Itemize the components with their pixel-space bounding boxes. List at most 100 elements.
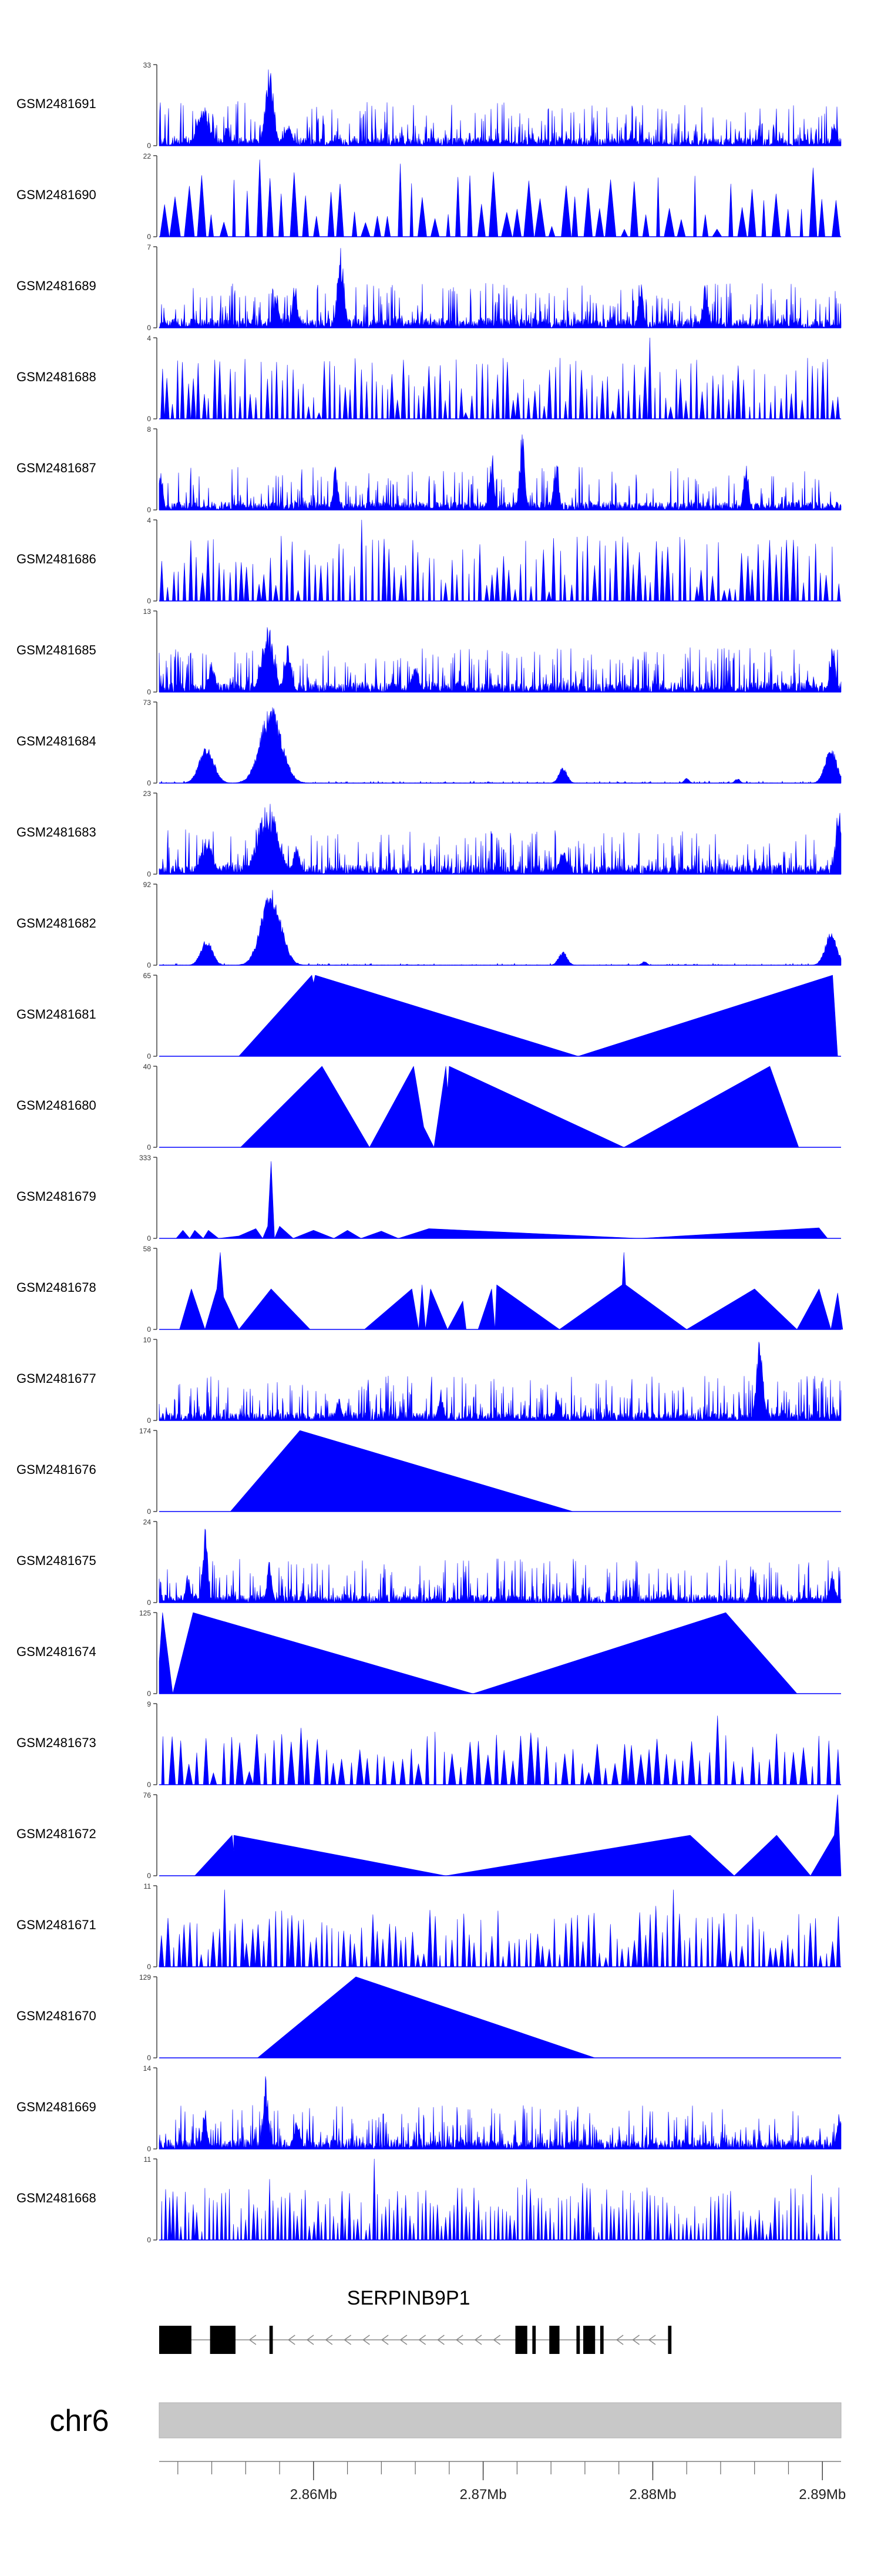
y-tick-label-zero: 0: [147, 1598, 151, 1607]
y-tick-label-max: 125: [139, 1609, 151, 1617]
y-tick-label-max: 40: [143, 1063, 152, 1071]
y-tick-label-zero: 0: [147, 415, 151, 423]
strand-arrow-icon: [632, 2335, 640, 2345]
y-tick-label-zero: 0: [147, 1781, 151, 1789]
strand-arrow-icon: [381, 2335, 389, 2345]
y-tick-label-max: 4: [147, 516, 151, 525]
strand-arrow-icon: [362, 2335, 370, 2345]
y-tick-label-max: 14: [143, 2064, 152, 2073]
gene-track: SERPINB9P1: [159, 2287, 672, 2354]
y-tick-label-zero: 0: [147, 597, 151, 605]
y-tick-label-max: 22: [143, 152, 152, 160]
track-label: GSM2481686: [16, 552, 96, 566]
gene-exon: [532, 2326, 536, 2354]
x-tick-label: 2.88Mb: [629, 2487, 676, 2503]
strand-arrow-icon: [399, 2335, 408, 2345]
strand-arrow-icon: [493, 2335, 501, 2345]
y-tick-label-max: 4: [147, 334, 151, 342]
coverage-area: [159, 1529, 842, 1603]
y-tick-label-max: 10: [143, 1336, 152, 1344]
gene-exon: [269, 2326, 273, 2354]
strand-arrow-icon: [437, 2335, 445, 2345]
track-label: GSM2481672: [16, 1826, 96, 1841]
coverage-area: [176, 1161, 828, 1239]
y-tick-label-zero: 0: [147, 1143, 151, 1151]
track-label: GSM2481683: [16, 825, 96, 839]
coverage-area: [159, 627, 842, 693]
track-label: GSM2481679: [16, 1189, 96, 1204]
track-GSM2481675: GSM2481675 24 0: [16, 1518, 842, 1607]
y-tick-label-zero: 0: [147, 2236, 151, 2244]
track-label: GSM2481682: [16, 916, 96, 931]
strand-arrow-icon: [455, 2335, 463, 2345]
track-label: GSM2481674: [16, 1644, 96, 1659]
gene-exon: [210, 2326, 236, 2354]
track-GSM2481680: GSM2481680 40 0: [16, 1063, 841, 1151]
y-tick-label-zero: 0: [147, 688, 151, 696]
coverage-area: [194, 1794, 842, 1876]
y-tick-label-zero: 0: [147, 1690, 151, 1698]
y-tick-label-zero: 0: [147, 1872, 151, 1880]
y-tick-label-zero: 0: [147, 2054, 151, 2062]
track-label: GSM2481678: [16, 1280, 96, 1295]
y-tick-label-zero: 0: [147, 870, 151, 878]
y-tick-label-max: 11: [144, 2155, 152, 2164]
track-label: GSM2481689: [16, 278, 96, 293]
strand-arrow-icon: [474, 2335, 482, 2345]
track-label: GSM2481680: [16, 1098, 96, 1113]
track-label: GSM2481671: [16, 1917, 96, 1932]
y-tick-label-max: 76: [143, 1791, 152, 1799]
gene-exon: [583, 2326, 596, 2354]
strand-arrow-icon: [306, 2335, 314, 2345]
y-tick-label-zero: 0: [147, 779, 151, 787]
y-tick-label-max: 58: [143, 1245, 152, 1253]
y-tick-label-zero: 0: [147, 1234, 151, 1242]
y-tick-label-zero: 0: [147, 961, 151, 969]
track-label: GSM2481669: [16, 2100, 96, 2114]
y-tick-label-max: 92: [143, 881, 152, 889]
track-GSM2481673: GSM2481673 9 0: [16, 1700, 842, 1789]
coverage-area: [238, 975, 838, 1057]
track-label: GSM2481673: [16, 1735, 96, 1750]
chromosome-label: chr6: [49, 2404, 109, 2438]
y-tick-label-max: 73: [143, 698, 152, 707]
y-tick-label-max: 33: [143, 61, 152, 69]
track-label: GSM2481668: [16, 2191, 96, 2205]
y-tick-label-zero: 0: [147, 1963, 151, 1971]
y-tick-label-max: 7: [147, 243, 151, 251]
coverage-area: [159, 2158, 842, 2241]
track-GSM2481671: GSM2481671 11 0: [16, 1882, 842, 1971]
track-GSM2481690: GSM2481690 22 0: [16, 152, 842, 241]
coverage-area: [159, 707, 842, 784]
y-tick-label-zero: 0: [147, 1052, 151, 1060]
y-tick-label-zero: 0: [147, 142, 151, 150]
x-tick-label: 2.86Mb: [290, 2487, 337, 2503]
coverage-area: [179, 1252, 843, 1330]
strand-arrow-icon: [418, 2335, 426, 2345]
track-GSM2481668: GSM2481668 11 0: [16, 2155, 842, 2244]
track-GSM2481669: GSM2481669 14 0: [16, 2064, 842, 2153]
chromosome-band: [159, 2402, 842, 2439]
y-tick-label-max: 129: [139, 1973, 151, 1981]
y-tick-label-max: 333: [139, 1154, 151, 1162]
track-label: GSM2481684: [16, 734, 96, 748]
track-GSM2481672: GSM2481672 76 0: [16, 1791, 842, 1880]
track-label: GSM2481677: [16, 1371, 96, 1386]
coverage-area: [159, 1612, 798, 1694]
coverage-area: [159, 248, 842, 328]
coverage-area: [159, 2076, 842, 2150]
x-tick-label: 2.87Mb: [460, 2487, 507, 2503]
y-tick-label-zero: 0: [147, 1325, 151, 1334]
coverage-area: [159, 69, 842, 146]
track-GSM2481679: GSM2481679 333 0: [16, 1154, 841, 1242]
coverage-area: [159, 159, 842, 237]
track-GSM2481674: GSM2481674 125 0: [16, 1609, 841, 1698]
y-tick-label-max: 174: [139, 1427, 151, 1435]
y-tick-label-max: 8: [147, 425, 151, 434]
coverage-area: [257, 1976, 596, 2058]
coverage-area: [159, 804, 842, 875]
strand-arrow-icon: [325, 2335, 333, 2345]
track-GSM2481682: GSM2481682 92 0: [16, 881, 842, 969]
strand-arrow-icon: [616, 2335, 624, 2345]
